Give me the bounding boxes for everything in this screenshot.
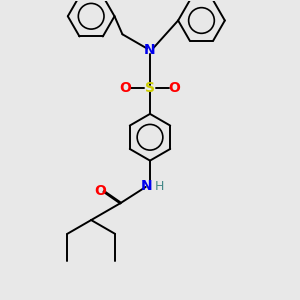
Text: N: N	[141, 179, 152, 193]
Text: O: O	[94, 184, 106, 198]
Text: H: H	[155, 180, 164, 193]
Text: O: O	[169, 81, 181, 95]
Text: N: N	[144, 43, 156, 57]
Text: S: S	[145, 81, 155, 95]
Text: O: O	[119, 81, 131, 95]
